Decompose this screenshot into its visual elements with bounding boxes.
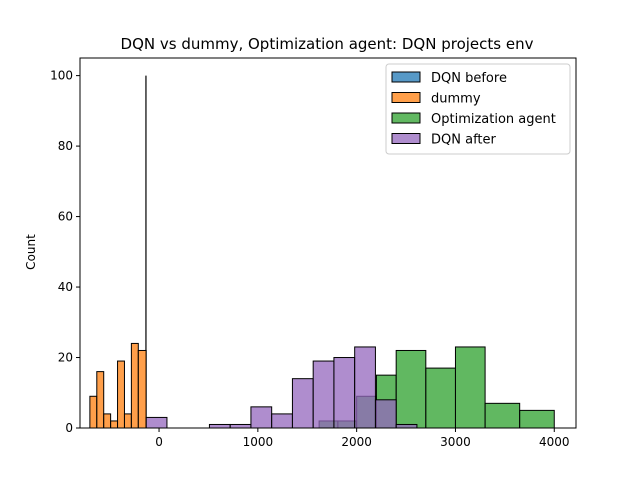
bar-dqn-after	[271, 413, 293, 429]
bar-dqn-after	[395, 423, 418, 429]
legend-label-optimization-agent: Optimization agent	[431, 112, 556, 127]
legend-frame	[385, 63, 571, 155]
bar-dqn-after	[354, 346, 376, 429]
bar-dummy	[137, 349, 147, 429]
bar-dqn-after	[291, 378, 314, 429]
y-axis-title: Count	[24, 234, 38, 270]
bar-dqn-after	[374, 399, 397, 429]
legend-label-dummy: dummy	[431, 92, 481, 107]
x-tick-label: 3000	[440, 435, 471, 449]
x-tick-label: 4000	[539, 435, 570, 449]
bar-optimization-agent	[395, 349, 427, 429]
bar-optimization-agent	[519, 409, 555, 429]
y-tick-label: 0	[65, 421, 73, 435]
x-tick-label: 1000	[243, 435, 274, 449]
legend-swatch-dqn-after	[391, 133, 421, 144]
bar-optimization-agent	[425, 367, 456, 429]
y-tick-label: 80	[58, 139, 73, 153]
bar-dummy	[130, 342, 139, 429]
x-axis-ticks: 0 1000 2000 3000 4000	[155, 428, 570, 449]
plot-frame	[79, 57, 577, 429]
bar-dqn-after	[250, 406, 273, 429]
bar-optimization-agent	[484, 402, 521, 429]
series-dqn-after	[145, 346, 418, 429]
bar-dummy	[89, 395, 98, 429]
bar-dqn-after	[312, 360, 335, 429]
y-axis-ticks: 0 20 40 60 80 100	[50, 69, 80, 435]
bar-dqn-after	[229, 423, 252, 429]
bar-dqn-after	[208, 423, 231, 429]
legend-label-dqn-after: DQN after	[431, 133, 497, 148]
bar-dummy	[103, 413, 112, 429]
y-tick-label: 40	[58, 280, 73, 294]
bar-dqn-after	[145, 416, 168, 429]
x-tick-label: 0	[155, 435, 163, 449]
legend-swatch-dummy	[391, 92, 421, 103]
bar-optimization-agent	[454, 346, 486, 429]
y-tick-label: 100	[50, 69, 73, 83]
bar-dummy	[117, 360, 125, 429]
y-tick-label: 20	[58, 351, 73, 365]
legend-swatch-optimization-agent	[391, 112, 421, 124]
legend-label-dqn-before: DQN before	[431, 71, 507, 86]
legend: DQN before dummy Optimization agent DQN aft…	[385, 63, 571, 155]
bar-dummy	[123, 413, 132, 429]
chart-title: DQN vs dummy, Optimization agent: DQN pr…	[121, 35, 534, 53]
bar-dqn-after	[333, 357, 356, 429]
bar-dummy	[110, 420, 119, 429]
legend-swatch-dqn-before	[391, 71, 421, 83]
x-tick-label: 2000	[341, 435, 372, 449]
series-dummy	[89, 342, 147, 429]
bar-dummy	[96, 371, 105, 429]
y-tick-label: 60	[58, 210, 73, 224]
